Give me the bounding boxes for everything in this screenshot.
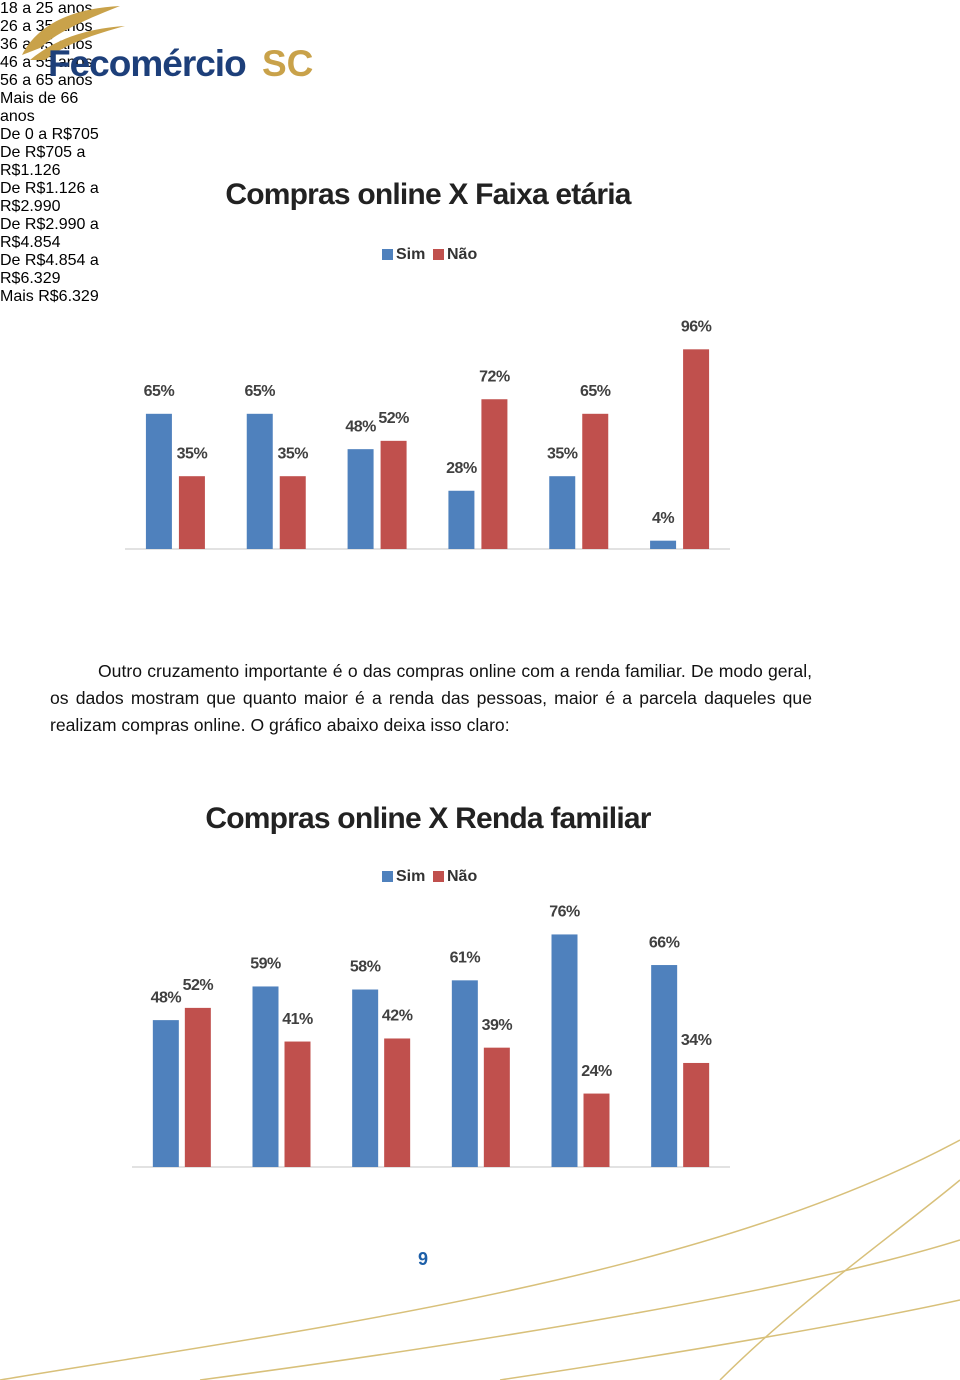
data-label: 34% (681, 1032, 712, 1049)
bar (582, 413, 609, 549)
bar (481, 399, 508, 549)
bar (380, 440, 407, 549)
data-label: 65% (244, 383, 275, 400)
data-label: 4% (652, 510, 674, 527)
paragraph: Outro cruzamento importante é o das comp… (50, 661, 812, 735)
logo-text: Fecomércio (48, 43, 246, 84)
logo-swoosh (30, 26, 125, 60)
x-tick-label: Mais de 66 anos (0, 90, 79, 125)
x-tick-label: De R$4.854 a R$6.329 (0, 252, 99, 287)
data-label: 35% (277, 445, 308, 462)
legend-label: Sim (396, 246, 425, 263)
bar (583, 1093, 610, 1167)
legend-label: Não (447, 246, 477, 263)
x-tick-label: 18 a 25 anos (0, 0, 93, 17)
data-label: 41% (282, 1011, 313, 1028)
data-label: 65% (144, 383, 175, 400)
data-label: 24% (581, 1063, 612, 1080)
x-tick-label: De 0 a R$705 (0, 126, 99, 143)
page-decoration (0, 1139, 960, 1380)
bar (284, 1041, 311, 1167)
data-label: 28% (446, 460, 477, 477)
legend-swatch (433, 249, 444, 260)
x-tick-label: 46 a 55 anos (0, 54, 93, 71)
bar (650, 540, 677, 549)
bar (184, 1007, 211, 1167)
x-tick-label: De R$2.990 a R$4.854 (0, 216, 99, 251)
data-label: 65% (580, 383, 611, 400)
bar (451, 980, 478, 1167)
legend-swatch (382, 871, 393, 882)
bar (683, 349, 710, 549)
bar (252, 986, 279, 1167)
bar (352, 989, 379, 1167)
x-tick-label: De R$705 a R$1.126 (0, 144, 86, 179)
data-label: 61% (450, 950, 481, 967)
data-label: 48% (345, 418, 376, 435)
logo-swoosh (22, 6, 120, 55)
bar (347, 449, 374, 549)
data-label: 59% (250, 956, 281, 973)
data-label: 52% (183, 977, 214, 994)
bar (152, 1020, 179, 1167)
bar (448, 490, 475, 549)
data-label: 58% (350, 959, 381, 976)
logo-suffix: SC (262, 43, 313, 84)
legend-label: Não (447, 868, 477, 885)
legend-swatch (382, 249, 393, 260)
data-label: 35% (177, 445, 208, 462)
data-label: 72% (479, 368, 510, 385)
bar (549, 476, 576, 549)
data-label: 52% (378, 410, 409, 427)
bar (483, 1047, 510, 1167)
x-tick-label: Mais R$6.329 (0, 288, 99, 305)
page-number: 9 (418, 1249, 428, 1269)
chart-title: Compras online X Renda familiar (205, 802, 651, 835)
bar (651, 965, 678, 1167)
bar (551, 934, 578, 1167)
data-label: 39% (482, 1017, 513, 1034)
bar (279, 476, 306, 549)
data-label: 96% (681, 319, 712, 336)
data-label: 42% (382, 1008, 413, 1025)
x-tick-label: 56 a 65 anos (0, 72, 93, 89)
bar (145, 413, 172, 549)
x-tick-label: De R$1.126 a R$2.990 (0, 180, 99, 215)
data-label: 48% (151, 989, 182, 1006)
chart-title: Compras online X Faixa etária (225, 178, 631, 211)
data-label: 35% (547, 445, 578, 462)
bar (246, 413, 273, 549)
data-label: 66% (649, 934, 680, 951)
legend-label: Sim (396, 868, 425, 885)
bar (178, 476, 205, 549)
data-label: 76% (549, 904, 580, 921)
bar (384, 1038, 411, 1167)
bar (683, 1062, 710, 1167)
legend-swatch (433, 871, 444, 882)
